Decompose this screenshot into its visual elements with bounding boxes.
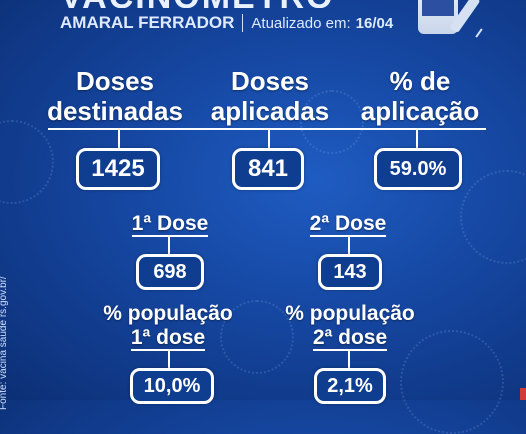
connector-applied xyxy=(268,128,270,150)
virus-decoration xyxy=(460,170,526,264)
divider xyxy=(242,14,244,32)
connector-first-dose xyxy=(168,236,170,256)
subheader: AMARAL FERRADOR Atualizado em: 16/04 xyxy=(60,12,393,34)
connector-second-dose xyxy=(348,236,350,256)
percent-applied-value: 59.0% xyxy=(374,148,462,190)
percent-applied-label: % de aplicação xyxy=(360,66,480,126)
summary-connector-line xyxy=(48,128,486,130)
vaccine-vial-icon xyxy=(418,0,458,34)
second-dose-label: 2ª Dose xyxy=(309,212,387,237)
virus-decoration xyxy=(300,90,364,154)
updated-label: Atualizado em: xyxy=(251,14,351,32)
second-dose-value: 143 xyxy=(318,254,382,290)
first-dose-value: 698 xyxy=(136,254,204,290)
first-dose-label: 1ª Dose xyxy=(131,212,209,237)
doses-applied-label: Doses aplicadas xyxy=(210,66,330,126)
population-first-dose-label: % população 1ª dose xyxy=(103,302,233,351)
connector-percent xyxy=(416,128,418,150)
connector-destined xyxy=(118,128,120,150)
doses-destined-label: Doses destinadas xyxy=(47,66,183,126)
doses-applied-value: 841 xyxy=(232,148,304,190)
syringe-needle xyxy=(475,28,483,38)
source-credit: Fonte: vacina saude rs.gov.br/ xyxy=(0,276,9,410)
corner-accent xyxy=(520,388,526,400)
population-first-dose-value: 10,0% xyxy=(130,368,214,404)
virus-decoration xyxy=(220,300,294,374)
page-title: VACINÔMETRO xyxy=(60,0,360,8)
city-name: AMARAL FERRADOR xyxy=(60,13,235,32)
vial-label xyxy=(422,0,454,16)
doses-destined-value: 1425 xyxy=(76,148,160,190)
connector-population-first xyxy=(168,350,170,370)
updated-date: 16/04 xyxy=(355,14,394,32)
population-second-dose-value: 2,1% xyxy=(314,368,386,404)
population-second-dose-label: % população 2ª dose xyxy=(285,302,415,351)
connector-population-second xyxy=(348,350,350,370)
virus-decoration xyxy=(0,120,54,204)
